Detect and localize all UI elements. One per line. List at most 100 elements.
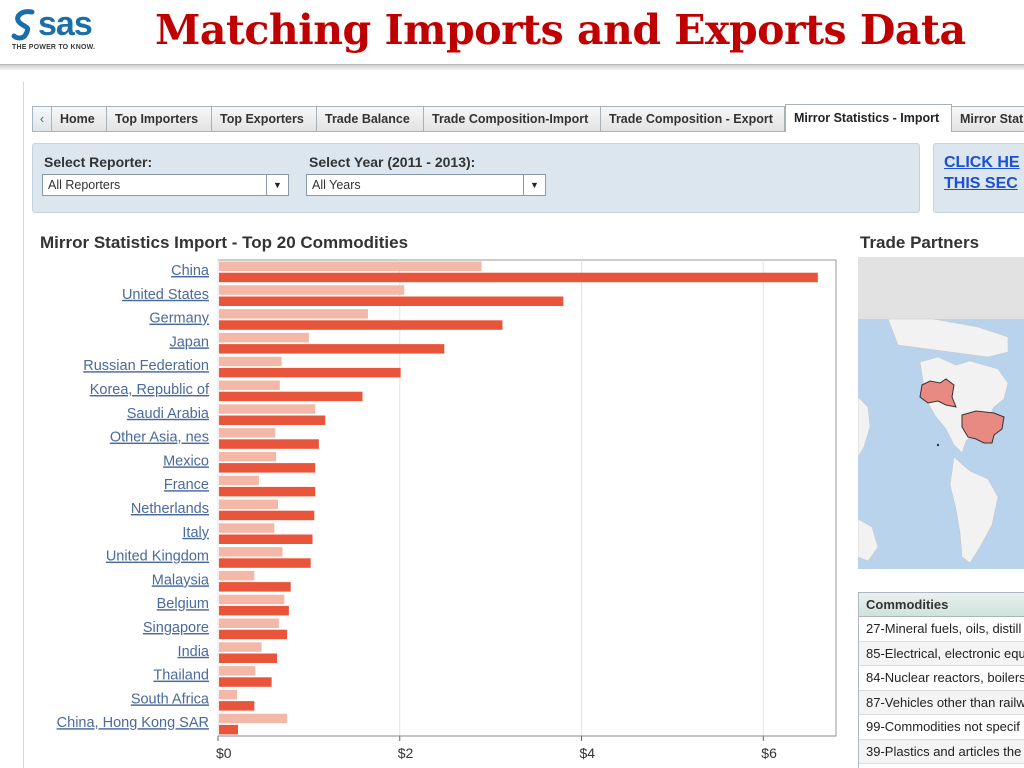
bar <box>219 309 368 319</box>
bar <box>219 713 288 724</box>
tab-trade-composition-import[interactable]: Trade Composition-Import <box>424 106 601 132</box>
bar <box>219 439 319 449</box>
bar <box>219 380 280 390</box>
bar <box>219 261 482 271</box>
sas-swirl-icon <box>11 9 35 41</box>
category-label[interactable]: Russian Federation <box>83 358 209 374</box>
category-label[interactable]: Belgium <box>157 596 209 612</box>
bar <box>219 404 316 414</box>
chart-title: Mirror Statistics Import - Top 20 Commod… <box>40 233 409 252</box>
sas-logo: sas THE POWER TO KNOW. <box>10 6 110 56</box>
bar <box>219 724 238 735</box>
category-label[interactable]: Other Asia, nes <box>110 430 209 446</box>
bar <box>219 475 259 486</box>
chevron-left-icon: ‹ <box>39 111 45 126</box>
category-label[interactable]: Germany <box>149 311 209 327</box>
x-tick-label: $2 <box>398 745 414 761</box>
bar <box>219 451 277 462</box>
x-tick-label: $6 <box>761 745 777 761</box>
info-link-panel: CLICK HE THIS SEC <box>933 143 1024 213</box>
category-label[interactable]: Italy <box>182 525 209 541</box>
category-label[interactable]: Singapore <box>143 620 209 636</box>
table-row[interactable]: 84-Nuclear reactors, boilers <box>859 666 1024 691</box>
bar <box>219 629 288 640</box>
tab-top-exporters[interactable]: Top Exporters <box>212 106 317 132</box>
bar <box>219 510 315 521</box>
trade-partners-map[interactable] <box>858 257 1024 569</box>
year-label: Select Year (2011 - 2013): <box>309 154 476 170</box>
year-select[interactable]: All Years ▼ <box>306 174 546 196</box>
bar <box>219 285 405 295</box>
bar <box>219 356 282 367</box>
bar <box>219 570 255 581</box>
category-label[interactable]: Malaysia <box>152 572 210 588</box>
tab-trade-balance[interactable]: Trade Balance <box>317 106 424 132</box>
category-label[interactable]: United States <box>122 287 209 303</box>
category-label[interactable]: Japan <box>169 334 209 350</box>
bar <box>219 296 564 306</box>
bar <box>219 618 279 628</box>
category-label[interactable]: China, Hong Kong SAR <box>57 715 209 731</box>
table-row[interactable]: 87-Vehicles other than railw <box>859 690 1024 715</box>
filter-panel: Select Reporter: All Reporters ▼ Select … <box>32 143 920 213</box>
category-label[interactable]: China <box>171 263 210 279</box>
category-label[interactable]: Saudi Arabia <box>127 406 210 422</box>
bar <box>219 428 276 438</box>
bar <box>219 701 255 711</box>
bar <box>219 415 326 425</box>
x-tick-label: $0 <box>216 745 232 761</box>
tab-mirror-statistics-export[interactable]: Mirror Stati <box>952 106 1024 132</box>
bar <box>219 558 311 568</box>
trade-partners-title: Trade Partners <box>860 233 980 252</box>
table-row[interactable]: 39-Plastics and articles the <box>859 739 1024 764</box>
x-tick-label: $4 <box>580 745 596 761</box>
bar <box>219 689 238 700</box>
slide-header: sas THE POWER TO KNOW. Matching Imports … <box>0 0 1024 66</box>
bar <box>219 463 316 473</box>
bar <box>219 332 309 343</box>
dropdown-arrow-icon: ▼ <box>523 175 545 195</box>
tab-mirror-statistics-import[interactable]: Mirror Statistics - Import <box>785 104 952 132</box>
table-row[interactable]: 99-Commodities not specif <box>859 715 1024 740</box>
bar <box>219 547 283 557</box>
commodities-bar-chart: $0 $2 $4 $6 China United States Germany Japan Ru… <box>57 259 837 761</box>
reporter-label: Select Reporter: <box>44 154 153 170</box>
category-label[interactable]: Netherlands <box>131 501 209 517</box>
bar <box>219 666 256 676</box>
bar <box>219 605 289 616</box>
bar <box>219 677 272 687</box>
category-label[interactable]: Mexico <box>163 453 209 469</box>
world-map-icon <box>858 318 1024 569</box>
tab-trade-composition-export[interactable]: Trade Composition - Export <box>601 106 785 132</box>
click-here-link[interactable]: CLICK HE <box>944 154 1020 171</box>
reporter-select[interactable]: All Reporters ▼ <box>42 174 289 196</box>
bar <box>219 486 316 497</box>
plot-area <box>217 259 837 737</box>
category-label[interactable]: Thailand <box>153 668 209 684</box>
category-label[interactable]: India <box>178 644 210 660</box>
category-label[interactable]: France <box>164 477 209 493</box>
tab-home[interactable]: Home <box>52 106 107 132</box>
tab-scroll-left-button[interactable]: ‹ <box>32 106 52 132</box>
commodities-header[interactable]: Commodities <box>859 593 1024 617</box>
reporter-select-value: All Reporters <box>48 178 121 192</box>
bar <box>219 642 262 652</box>
bar <box>219 594 285 605</box>
tab-bar: ‹ Home Top Importers Top Exporters Trade… <box>32 104 1024 132</box>
bar <box>219 320 503 330</box>
year-select-value: All Years <box>312 178 361 192</box>
table-row[interactable]: 27-Mineral fuels, oils, distill <box>859 617 1024 642</box>
category-label[interactable]: South Africa <box>131 691 210 707</box>
category-label[interactable]: Korea, Republic of <box>90 382 210 398</box>
commodities-table: Commodities 27-Mineral fuels, oils, dist… <box>858 592 1024 768</box>
bar <box>219 534 313 544</box>
category-label[interactable]: United Kingdom <box>106 549 209 565</box>
logo-wordmark: sas <box>38 5 93 43</box>
bar <box>219 653 278 663</box>
this-section-link[interactable]: THIS SEC <box>944 175 1018 192</box>
report-app: ‹ Home Top Importers Top Exporters Trade… <box>23 82 1024 768</box>
tab-top-importers[interactable]: Top Importers <box>107 106 212 132</box>
dropdown-arrow-icon: ▼ <box>266 175 288 195</box>
bar <box>219 499 278 509</box>
table-row[interactable]: 85-Electrical, electronic equ <box>859 641 1024 666</box>
